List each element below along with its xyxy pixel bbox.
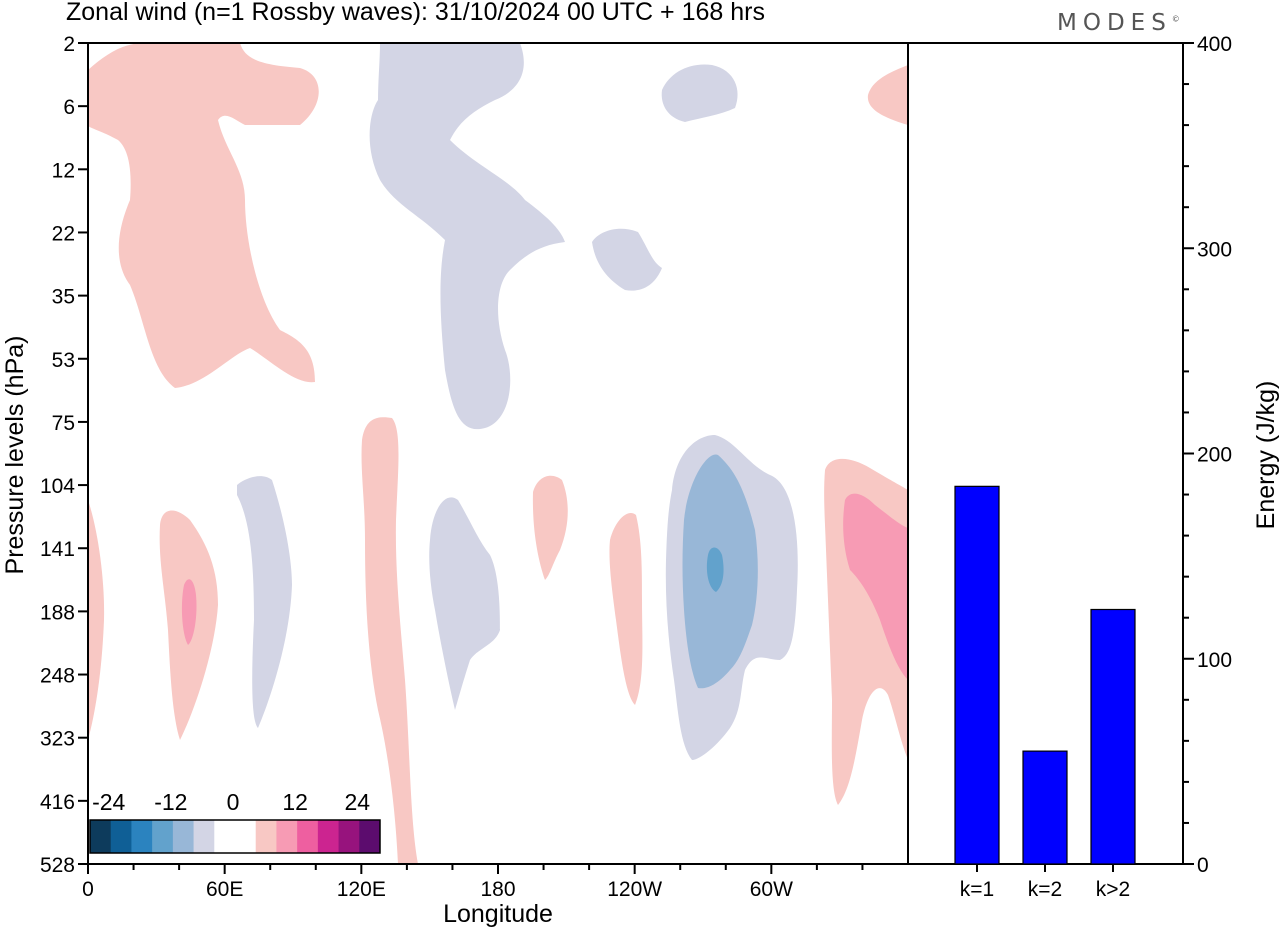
energy-tick-label: 0 xyxy=(1197,854,1209,877)
contour-positive-lower-east-mid xyxy=(843,493,908,680)
colorbar-label: 24 xyxy=(344,789,370,815)
colorbar-label: 0 xyxy=(227,789,240,815)
longitude-tick-label: 120W xyxy=(607,878,662,901)
contour-negative-lower-180 xyxy=(429,497,500,710)
longitude-axis: 0 60E 120E 180 120W 60W xyxy=(82,864,864,901)
pressure-tick-label: 323 xyxy=(40,728,75,751)
brand-logo: MODES© xyxy=(1057,10,1180,36)
chart-title: Zonal wind (n=1 Rossby waves): 31/10/202… xyxy=(66,0,765,26)
colorbar-swatch xyxy=(152,820,174,853)
colorbar-swatch xyxy=(214,820,236,853)
energy-tick-label: 300 xyxy=(1197,238,1232,261)
energy-bar xyxy=(1022,750,1068,865)
colorbar: -24 -12 0 12 24 xyxy=(89,789,381,854)
colorbar-swatch xyxy=(338,820,360,853)
contour-negative-upper-blob1 xyxy=(661,64,738,122)
colorbar-swatch xyxy=(235,820,257,853)
bar-category-label: k=2 xyxy=(1028,878,1062,901)
contour-positive-lower-130w xyxy=(609,512,643,705)
energy-axis-label: Energy (J/kg) xyxy=(1252,381,1280,530)
colorbar-swatch xyxy=(110,820,132,853)
colorbar-swatch xyxy=(255,820,277,853)
colorbar-frame xyxy=(89,819,381,854)
pressure-tick-label: 2 xyxy=(63,33,75,56)
contour-positive-lower-120e xyxy=(361,417,418,864)
contour-positive-lower-0 xyxy=(88,500,105,740)
pressure-tick-label: 12 xyxy=(52,159,75,182)
pressure-tick-label: 188 xyxy=(40,601,75,624)
contour-positive-upper-west xyxy=(88,43,319,388)
longitude-axis-label: Longitude xyxy=(443,900,553,928)
colorbar-swatch xyxy=(359,820,381,853)
longitude-tick-label: 60E xyxy=(206,878,243,901)
longitude-tick-label: 120E xyxy=(337,878,386,901)
colorbar-swatch xyxy=(317,820,340,853)
energy-tick-label: 200 xyxy=(1197,444,1232,467)
contour-negative-upper-blob2 xyxy=(592,228,662,291)
colorbar-swatch xyxy=(131,820,153,853)
energy-tick-label: 100 xyxy=(1197,649,1232,672)
pressure-tick-label: 6 xyxy=(63,96,75,119)
longitude-tick-label: 60W xyxy=(750,878,793,901)
contour-negative-lower-60e xyxy=(237,476,292,728)
pressure-axis-label: Pressure levels (hPa) xyxy=(1,336,29,575)
colorbar-swatch xyxy=(193,820,215,853)
energy-tick-label: 400 xyxy=(1197,33,1232,56)
contour-positive-lower-40e-core xyxy=(181,579,197,645)
pressure-tick-label: 248 xyxy=(40,665,75,688)
pressure-tick-label: 75 xyxy=(52,412,75,435)
brand-text: MODES xyxy=(1057,10,1172,36)
energy-bar-chart: 0 100 200 300 400 k=1 k=2 k>2 Energy (J/kg) xyxy=(907,33,1280,901)
contour-negative-upper-central xyxy=(369,43,565,430)
pressure-tick-label: 416 xyxy=(40,791,75,814)
energy-bar xyxy=(1090,608,1136,865)
pressure-tick-label: 35 xyxy=(52,286,75,309)
pressure-tick-label: 141 xyxy=(40,538,75,561)
contour-positive-lower-170w xyxy=(532,475,568,580)
colorbar-swatch xyxy=(90,820,112,853)
pressure-axis: 2 6 12 22 35 53 75 104 141 188 248 323 416 528 xyxy=(40,33,88,877)
colorbar-label: -12 xyxy=(154,789,187,815)
bar-category-label: k=1 xyxy=(960,878,994,901)
longitude-tick-label: 0 xyxy=(82,878,94,901)
colorbar-label: -24 xyxy=(92,789,125,815)
bar-category-label: k>2 xyxy=(1096,878,1130,901)
pressure-tick-label: 53 xyxy=(52,349,75,372)
colorbar-swatch xyxy=(297,820,319,853)
pressure-tick-label: 104 xyxy=(40,475,75,498)
pressure-tick-label: 22 xyxy=(52,222,75,245)
colorbar-label: 12 xyxy=(282,789,308,815)
contour-map xyxy=(87,42,909,865)
colorbar-swatch xyxy=(172,820,195,853)
bar-chart-frame xyxy=(907,42,1184,865)
pressure-tick-label: 528 xyxy=(40,854,75,877)
contour-positive-upper-east xyxy=(867,65,908,125)
contour-negative-lower-90w-core xyxy=(706,547,724,592)
energy-bar xyxy=(954,485,1000,865)
colorbar-swatch xyxy=(276,820,298,853)
longitude-tick-label: 180 xyxy=(480,878,515,901)
